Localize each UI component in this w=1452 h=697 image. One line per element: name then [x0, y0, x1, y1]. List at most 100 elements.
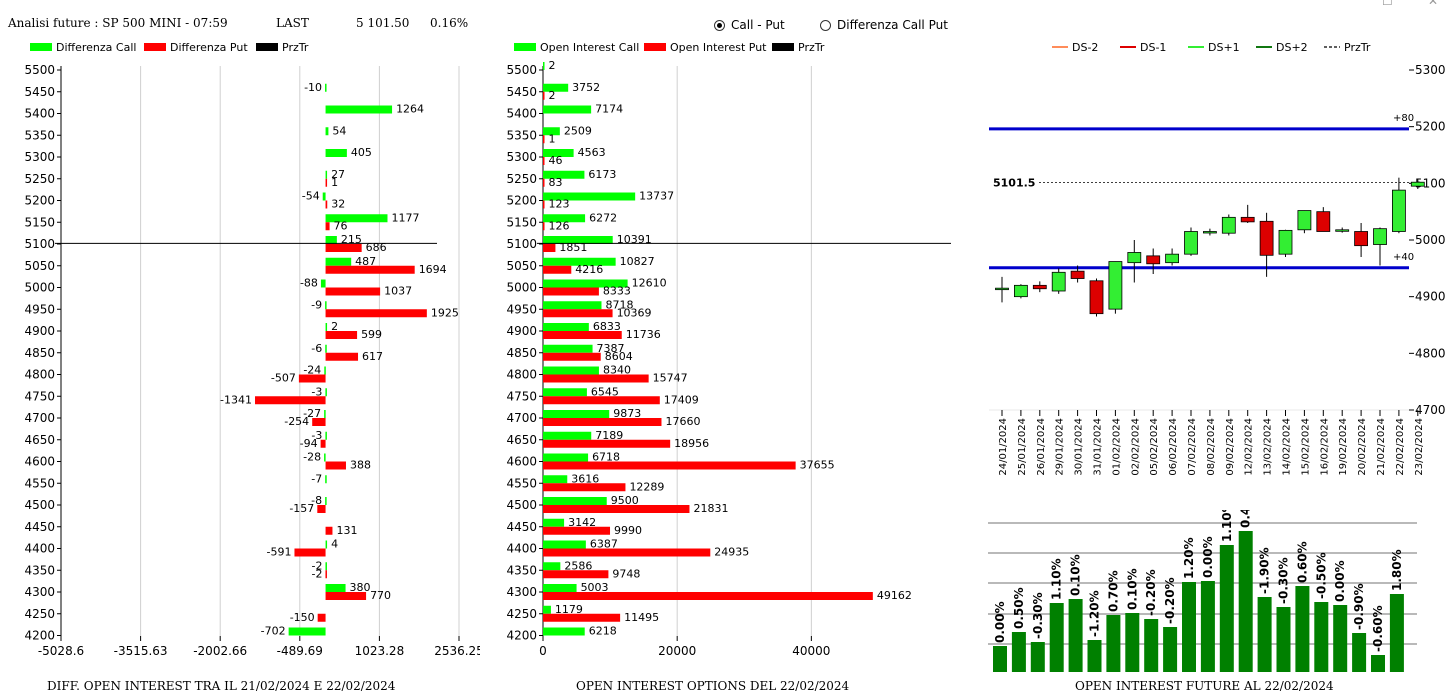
legend-swatch [144, 43, 166, 51]
footer-oi-future: OPEN INTEREST FUTURE AL 22/02/2024 [1075, 679, 1334, 693]
data-label: -150 [290, 611, 315, 624]
oi-future-bar [1125, 613, 1140, 672]
bar-put [543, 200, 545, 209]
data-label: -28 [303, 451, 321, 464]
bar-call [543, 83, 569, 92]
data-label: 12289 [629, 480, 664, 493]
oi-future-bar [1182, 582, 1196, 672]
strike-label: 4900 [506, 324, 537, 338]
data-label: 18956 [674, 437, 709, 450]
radio-selected-icon [714, 19, 725, 31]
close-icon[interactable]: ✕ [1428, 0, 1439, 8]
bar-put [325, 309, 427, 318]
level-label: +80 [1393, 113, 1414, 124]
bar-call [543, 431, 592, 440]
strike-label: 4650 [506, 433, 537, 447]
strike-label: 5050 [24, 259, 55, 273]
data-label: 24935 [714, 546, 749, 559]
data-label: -591 [267, 546, 292, 559]
bar-call [322, 192, 326, 201]
bar-call [543, 192, 636, 201]
data-label: 9873 [613, 407, 641, 420]
data-label: 5003 [581, 581, 609, 594]
strike-label: 5100 [506, 237, 537, 251]
data-label: 7174 [595, 103, 623, 116]
bar-call [543, 584, 577, 592]
oi-future-bar [1219, 545, 1234, 672]
candle-body [1146, 255, 1161, 265]
bar-put [543, 244, 556, 252]
data-label: -3 [311, 429, 322, 442]
bar-call [324, 366, 326, 375]
data-label: 380 [350, 581, 371, 594]
minimize-icon[interactable]: ☐ [1382, 0, 1393, 8]
bar-put [325, 352, 359, 361]
strike-label: 5500 [24, 63, 55, 77]
date-label: 15/02/2024 [1300, 418, 1311, 476]
bar-put [543, 265, 572, 274]
candle-body [1014, 284, 1028, 298]
data-label: 0.00% [1201, 536, 1215, 578]
strike-label: 5400 [24, 107, 55, 121]
date-label: 21/02/2024 [1376, 418, 1387, 476]
legend-swatch [256, 43, 278, 51]
data-label: 10391 [617, 233, 652, 246]
strike-label: 4850 [24, 346, 55, 360]
strike-label: 5200 [24, 194, 55, 208]
bar-call [288, 627, 326, 636]
data-label: -9 [311, 298, 322, 311]
candle-body [1354, 231, 1369, 247]
data-label: 1.10% [1220, 510, 1234, 542]
data-label: 6218 [589, 625, 617, 638]
radio-diff-call-put-label: Differenza Call Put [837, 18, 948, 32]
date-label: 01/02/2024 [1111, 418, 1122, 476]
bar-call [325, 214, 388, 223]
bar-call [543, 562, 561, 571]
strike-label: 5450 [506, 85, 537, 99]
oi-future-bar [1030, 642, 1045, 672]
radio-unselected-icon [820, 19, 831, 31]
strike-label: 4550 [24, 476, 55, 490]
data-label: -0.20% [1144, 569, 1158, 616]
data-label: 0.10% [1069, 554, 1083, 596]
strike-label: 4450 [506, 520, 537, 534]
data-label: 49162 [877, 589, 912, 602]
strike-label: 4300 [506, 585, 537, 599]
bar-put [325, 526, 333, 535]
bar-put [543, 592, 873, 600]
data-label: -7 [311, 472, 322, 485]
oi-options-chart: Open Interest Call Open Interest Put PrzTr… [506, 41, 951, 658]
bar-put [325, 592, 367, 600]
data-label: 46 [549, 154, 563, 167]
data-label: -0.50% [1314, 552, 1328, 599]
bar-call [325, 105, 393, 114]
date-label: 30/01/2024 [1074, 418, 1085, 476]
candle-body [1410, 181, 1425, 187]
bar-call [543, 366, 599, 375]
radio-call-put[interactable]: Call - Put [714, 18, 785, 32]
data-label: -0.30% [1031, 592, 1045, 639]
x-tick-label: 0 [539, 644, 547, 658]
candle-body [1184, 231, 1198, 255]
bar-put [325, 287, 381, 296]
bar-call [543, 344, 593, 353]
date-label: 23/02/2024 [1414, 418, 1425, 476]
bar-call [325, 301, 327, 310]
bar-call [543, 301, 602, 310]
level-label: +40 [1393, 252, 1414, 263]
radio-diff-call-put[interactable]: Differenza Call Put [820, 18, 948, 32]
candle-body [1070, 270, 1085, 279]
footer-oi-options: OPEN INTEREST OPTIONS DEL 22/02/2024 [576, 679, 850, 693]
bar-put [543, 613, 621, 622]
strike-label: 4500 [24, 498, 55, 512]
strike-label: 4700 [506, 411, 537, 425]
data-label: -0.30% [1277, 557, 1291, 604]
x-tick-label: 2536.25 [434, 644, 480, 658]
data-label: 83 [549, 176, 563, 189]
date-label: 08/02/2024 [1206, 418, 1217, 476]
oi-future-bar [1106, 615, 1121, 672]
candle-body [1032, 284, 1047, 290]
data-label: 2 [549, 59, 556, 72]
bar-put [543, 418, 662, 426]
data-label: 123 [549, 198, 570, 211]
